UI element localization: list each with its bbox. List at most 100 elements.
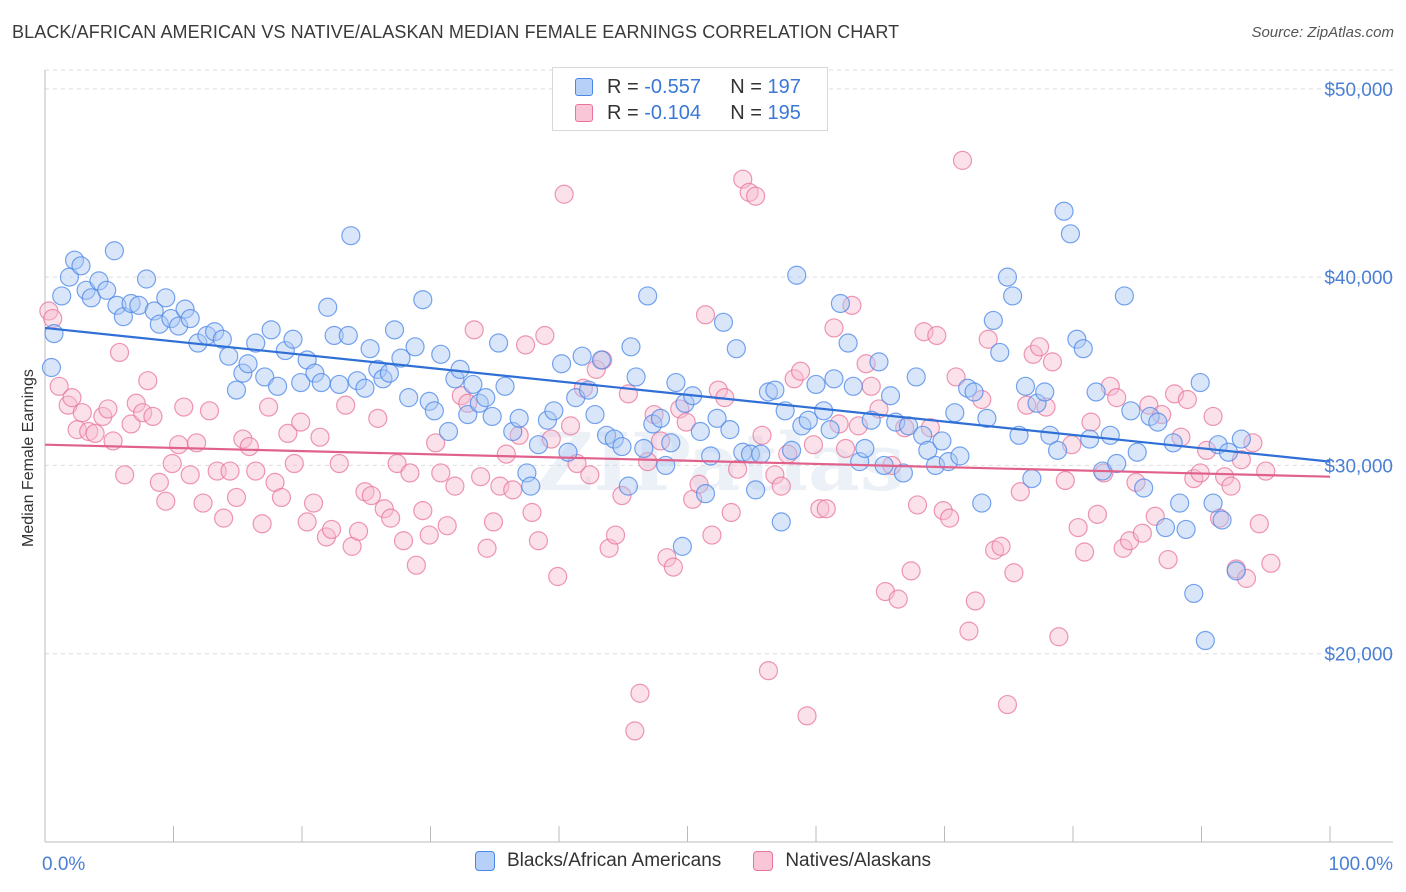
data-point — [1132, 523, 1152, 543]
data-point — [348, 521, 369, 541]
data-point — [98, 399, 118, 419]
data-point — [43, 308, 63, 329]
data-point — [521, 476, 541, 496]
data-point — [310, 427, 330, 447]
data-point — [464, 320, 484, 340]
data-point — [920, 418, 940, 438]
data-point — [983, 310, 1003, 331]
legend-item-blacks[interactable]: Blacks/African Americans — [474, 850, 721, 872]
data-point — [238, 354, 258, 374]
y-tick-label: $50,000 — [1324, 80, 1393, 101]
data-point — [1047, 440, 1068, 460]
data-point — [1100, 376, 1120, 396]
data-point — [458, 404, 478, 425]
data-point — [85, 423, 105, 444]
data-point — [907, 495, 928, 515]
data-point — [503, 480, 523, 500]
data-point — [1042, 352, 1063, 372]
r-value: -0.557 — [644, 75, 701, 98]
data-point — [972, 389, 992, 410]
data-point — [765, 380, 785, 400]
data-point — [978, 329, 998, 349]
data-point — [161, 308, 181, 329]
data-point — [1067, 329, 1087, 349]
data-point — [52, 286, 72, 306]
data-point — [180, 465, 200, 485]
chart-title: BLACK/AFRICAN AMERICAN VS NATIVE/ALASKAN… — [12, 22, 900, 42]
data-point — [940, 508, 960, 528]
data-point — [149, 472, 169, 492]
data-point — [932, 431, 952, 451]
data-point — [406, 555, 426, 575]
data-point — [625, 721, 645, 741]
data-point — [121, 293, 141, 314]
data-point — [605, 525, 626, 545]
data-point — [341, 226, 361, 246]
data-point — [869, 352, 889, 372]
data-point — [690, 421, 710, 442]
data-point — [1068, 517, 1088, 538]
data-point — [1221, 476, 1241, 496]
data-point — [471, 467, 491, 487]
data-point — [880, 386, 901, 406]
data-point — [1040, 425, 1060, 445]
data-point — [180, 308, 200, 329]
data-point — [438, 421, 459, 442]
data-point — [824, 369, 844, 389]
data-point — [689, 474, 709, 494]
data-point — [707, 408, 727, 428]
data-point — [419, 525, 439, 545]
data-point — [476, 388, 496, 408]
data-point — [361, 485, 381, 506]
data-point — [838, 333, 858, 353]
data-point — [156, 288, 176, 308]
data-point — [888, 589, 908, 609]
data-point — [548, 566, 568, 587]
data-point — [666, 372, 686, 393]
data-point — [535, 325, 555, 346]
data-point — [437, 516, 457, 536]
data-point — [291, 372, 311, 393]
data-point — [914, 322, 934, 342]
data-point — [991, 536, 1011, 556]
data-point — [291, 412, 311, 432]
data-point — [695, 305, 716, 325]
data-point — [424, 401, 444, 421]
data-point — [193, 493, 213, 513]
data-point — [71, 256, 91, 276]
data-point — [246, 461, 266, 481]
legend-label: Natives/Alaskans — [785, 850, 932, 871]
data-point — [591, 350, 612, 370]
data-point — [1022, 468, 1042, 489]
data-point — [400, 463, 420, 483]
data-point — [1249, 514, 1269, 534]
data-point — [771, 512, 791, 532]
data-point — [321, 519, 342, 540]
data-point — [621, 337, 641, 357]
data-point — [638, 286, 658, 306]
data-point — [560, 416, 581, 436]
data-point — [1121, 401, 1141, 421]
data-point — [713, 312, 734, 332]
data-point — [528, 531, 549, 551]
data-point — [1027, 393, 1047, 413]
data-point — [1100, 425, 1120, 445]
data-point — [391, 348, 411, 368]
data-point — [1113, 538, 1133, 558]
data-point — [790, 361, 811, 381]
data-point — [1029, 337, 1050, 357]
data-point — [162, 453, 182, 474]
data-point — [997, 267, 1018, 287]
data-point — [771, 476, 791, 496]
data-point — [261, 320, 281, 340]
data-point — [515, 335, 536, 355]
data-point — [413, 501, 433, 521]
legend-item-natives[interactable]: Natives/Alaskans — [753, 850, 931, 872]
data-point — [672, 536, 692, 556]
data-point — [109, 342, 130, 363]
trend-lines — [44, 326, 1331, 478]
data-point — [252, 514, 272, 534]
data-point — [618, 476, 638, 496]
data-point — [952, 150, 973, 170]
data-point — [49, 376, 69, 396]
